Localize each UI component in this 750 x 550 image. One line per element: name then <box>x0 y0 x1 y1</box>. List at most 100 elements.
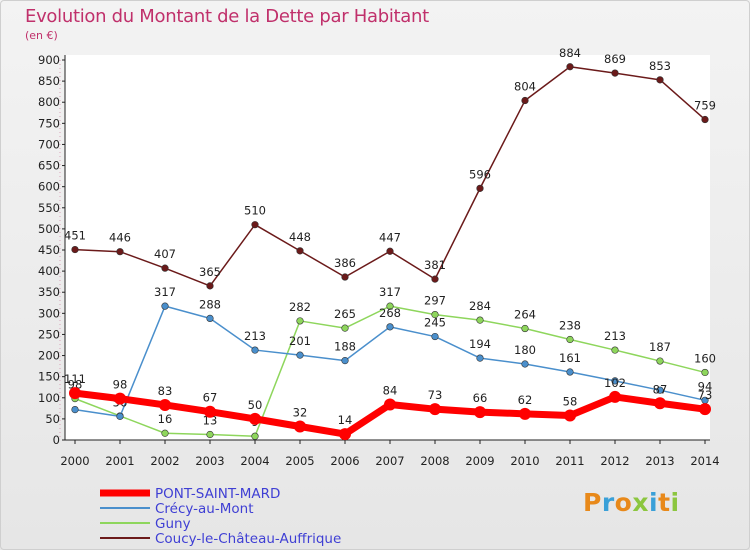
data-label: 201 <box>289 334 311 348</box>
data-label: 66 <box>473 391 488 405</box>
data-label: 759 <box>694 99 716 113</box>
y-tick-label: 900 <box>38 53 60 67</box>
logo-letter: i <box>649 488 659 517</box>
data-point <box>654 397 666 410</box>
data-label: 448 <box>289 230 311 244</box>
data-point <box>249 412 261 425</box>
data-point <box>159 398 171 411</box>
x-tick-label: 2011 <box>555 454 584 468</box>
x-tick-label: 2014 <box>690 454 719 468</box>
x-tick-label: 2005 <box>285 454 314 468</box>
data-label: 282 <box>289 300 311 314</box>
data-label: 188 <box>334 340 356 354</box>
data-point <box>431 332 439 341</box>
data-point <box>341 324 349 332</box>
data-label: 111 <box>64 372 86 386</box>
legend-label: Crécy-au-Mont <box>155 501 254 517</box>
x-tick-label: 2004 <box>240 454 269 468</box>
data-label: 160 <box>694 351 716 365</box>
y-tick-label: 800 <box>38 95 60 109</box>
data-point <box>296 351 304 359</box>
plot-area <box>65 55 710 440</box>
data-label: 50 <box>248 398 263 412</box>
x-tick-label: 2002 <box>150 454 179 468</box>
data-point <box>476 316 484 324</box>
data-point <box>701 115 709 124</box>
data-point <box>206 282 214 290</box>
data-label: 447 <box>379 230 401 244</box>
data-point <box>206 430 214 439</box>
data-point <box>384 398 396 411</box>
y-tick-label: 700 <box>38 137 60 151</box>
y-tick-label: 150 <box>38 370 60 384</box>
data-label: 510 <box>244 204 266 218</box>
data-point <box>566 368 574 376</box>
data-label: 288 <box>199 297 221 311</box>
data-label: 446 <box>109 231 131 245</box>
data-label: 284 <box>469 299 491 313</box>
data-label: 194 <box>469 337 491 351</box>
data-label: 102 <box>604 376 626 390</box>
data-point <box>69 387 81 400</box>
data-point <box>476 184 484 192</box>
data-label: 213 <box>604 329 626 343</box>
data-point <box>386 323 394 331</box>
data-label: 87 <box>653 382 668 396</box>
data-point <box>611 346 619 354</box>
legend-label: PONT-SAINT-MARD <box>155 486 280 502</box>
logo-letter: x <box>632 488 649 517</box>
data-label: 268 <box>379 306 401 320</box>
data-label: 238 <box>559 319 581 333</box>
data-label: 381 <box>424 258 446 272</box>
y-tick-label: 400 <box>38 264 60 278</box>
data-label: 884 <box>559 46 581 60</box>
data-point <box>656 386 664 394</box>
data-label: 451 <box>64 229 86 243</box>
data-label: 73 <box>428 388 443 402</box>
data-point <box>519 407 531 420</box>
y-tick-label: 550 <box>38 201 60 215</box>
data-point <box>386 302 394 310</box>
logo-letter: P <box>583 488 602 517</box>
x-tick-label: 2003 <box>195 454 224 468</box>
data-point <box>656 357 664 365</box>
data-label: 407 <box>154 247 176 261</box>
data-label: 73 <box>698 388 713 402</box>
data-point <box>566 63 574 71</box>
data-label: 264 <box>514 308 536 322</box>
data-point <box>521 96 529 105</box>
data-label: 804 <box>514 80 536 94</box>
data-label: 161 <box>559 351 581 365</box>
proxiti-logo: Proxiti <box>583 488 680 517</box>
y-tick-label: 200 <box>38 349 60 363</box>
data-point <box>251 432 259 440</box>
data-label: 98 <box>68 378 83 392</box>
y-tick-label: 750 <box>38 116 60 130</box>
data-label: 265 <box>334 307 356 321</box>
data-point <box>204 405 216 418</box>
data-label: 365 <box>199 265 221 279</box>
data-point <box>71 406 79 414</box>
data-point <box>339 428 351 441</box>
data-point <box>566 335 574 344</box>
logo-letter: o <box>614 488 633 517</box>
y-tick-label: 50 <box>45 412 60 426</box>
data-label: 32 <box>293 405 308 419</box>
data-label: 317 <box>379 285 401 299</box>
data-point <box>431 311 439 319</box>
y-tick-label: 100 <box>38 391 60 405</box>
data-label: 187 <box>649 340 671 354</box>
x-tick-label: 2006 <box>330 454 359 468</box>
data-point <box>116 248 124 256</box>
data-label: 297 <box>424 294 446 308</box>
logo-letter: t <box>658 488 671 517</box>
data-label: 869 <box>604 52 626 66</box>
chart-unit: (en €) <box>25 29 58 42</box>
data-point <box>611 377 619 385</box>
x-tick-label: 2008 <box>420 454 449 468</box>
data-point <box>206 314 214 323</box>
x-tick-label: 2001 <box>105 454 134 468</box>
data-point <box>521 324 529 333</box>
data-point <box>521 360 529 368</box>
y-tick-label: 0 <box>53 433 60 447</box>
